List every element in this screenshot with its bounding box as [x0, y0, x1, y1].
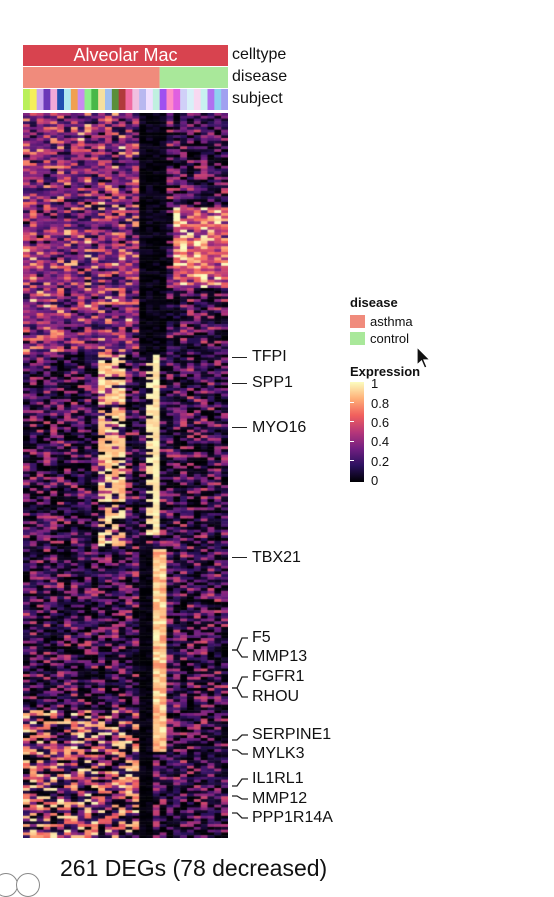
subject-cell — [214, 89, 222, 110]
subject-cell — [84, 89, 92, 110]
disease-segment-asthma — [23, 67, 160, 88]
subject-cell — [98, 89, 106, 110]
gene-label-mylk3: MYLK3 — [252, 745, 305, 762]
colorbar-tick-1: 1 — [371, 376, 379, 391]
subject-cell — [77, 89, 85, 110]
deg-summary-caption: 261 DEGs (78 decreased) — [60, 855, 328, 881]
gene-label-spp1: SPP1 — [252, 374, 293, 391]
gene-tick-tbx21 — [232, 557, 247, 559]
mouse-pointer-icon — [416, 346, 432, 369]
gene-label-rhou: RHOU — [252, 688, 300, 705]
subject-cell — [200, 89, 208, 110]
subject-cell — [43, 89, 51, 110]
subject-cell — [152, 89, 160, 110]
gene-connector-lines — [232, 637, 248, 819]
subject-cell — [29, 89, 37, 110]
legend-disease-title: disease — [350, 295, 398, 310]
gene-label-il1rl1: IL1RL1 — [252, 770, 304, 787]
subject-cell — [36, 89, 44, 110]
subject-cell — [166, 89, 174, 110]
gene-label-myo16: MYO16 — [252, 419, 307, 436]
circle-control-icon[interactable] — [16, 873, 40, 897]
colorbar-tickmark — [350, 402, 354, 403]
gene-label-mmp13: MMP13 — [252, 648, 308, 665]
subject-cell — [50, 89, 58, 110]
expression-heatmap — [23, 113, 228, 838]
gene-label-f5: F5 — [252, 629, 271, 646]
subject-cell — [187, 89, 195, 110]
disease-annotation-bar — [23, 67, 228, 88]
subject-cell — [125, 89, 133, 110]
subject-cell — [146, 89, 154, 110]
legend-swatch-control — [350, 332, 365, 345]
subject-annotation-bar — [23, 89, 228, 110]
colorbar-tick-0.4: 0.4 — [371, 434, 390, 449]
colorbar-tick-0: 0 — [371, 473, 379, 488]
subject-cell — [111, 89, 119, 110]
colorbar-tick-0.6: 0.6 — [371, 415, 390, 430]
disease-track-label: disease — [232, 68, 288, 85]
colorbar-tickmark — [350, 441, 354, 442]
subject-cell — [23, 89, 31, 110]
legend-label-control: control — [370, 331, 410, 346]
subject-cell — [159, 89, 167, 110]
colorbar-tickmark — [350, 421, 354, 422]
legend-item-control: control — [350, 331, 409, 346]
celltype-annotation-bar: Alveolar Mac — [23, 45, 228, 66]
colorbar-tick-0.8: 0.8 — [371, 396, 390, 411]
gene-label-ppp1r14a: PPP1R14A — [252, 809, 333, 826]
subject-cell — [139, 89, 147, 110]
legend-expression-title: Expression — [350, 364, 421, 379]
gene-label-fgfr1: FGFR1 — [252, 668, 305, 685]
legend-item-asthma: asthma — [350, 314, 413, 329]
subject-cell — [105, 89, 113, 110]
subject-cell — [173, 89, 181, 110]
subject-cell — [132, 89, 140, 110]
subject-cell — [207, 89, 215, 110]
subject-track-label: subject — [232, 90, 283, 107]
subject-cell — [70, 89, 78, 110]
colorbar-tick-0.2: 0.2 — [371, 454, 390, 469]
subject-cell — [193, 89, 201, 110]
gene-label-tfpi: TFPI — [252, 348, 287, 365]
subject-cell — [91, 89, 99, 110]
subject-cell — [180, 89, 188, 110]
celltype-value: Alveolar Mac — [73, 45, 178, 65]
expression-colorbar — [350, 382, 364, 482]
subject-cell — [64, 89, 72, 110]
celltype-track-label: celltype — [232, 46, 287, 63]
subject-cell — [118, 89, 126, 110]
gene-tick-tfpi — [232, 357, 247, 359]
colorbar-tickmark — [350, 460, 354, 461]
heatmap-canvas — [23, 113, 228, 838]
gene-tick-myo16 — [232, 427, 247, 429]
subject-cell — [57, 89, 65, 110]
gene-tick-spp1 — [232, 383, 247, 385]
legend-label-asthma: asthma — [370, 314, 413, 329]
gene-label-serpine1: SERPINE1 — [252, 726, 332, 743]
disease-segment-control — [159, 67, 228, 88]
gene-label-tbx21: TBX21 — [252, 549, 301, 566]
legend-swatch-asthma — [350, 315, 365, 328]
subject-cell — [221, 89, 228, 110]
gene-label-mmp12: MMP12 — [252, 790, 308, 807]
